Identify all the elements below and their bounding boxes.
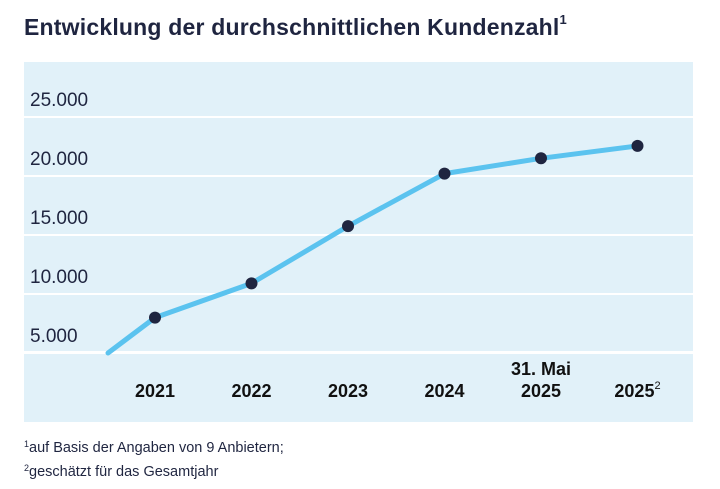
footnote-1-text: auf Basis der Angaben von 9 Anbietern; (29, 440, 284, 456)
x-tick-label: 2022 (231, 381, 271, 401)
data-point (149, 311, 161, 324)
footnotes: 1auf Basis der Angaben von 9 Anbietern; … (24, 434, 284, 482)
title-footnote-marker: 1 (559, 12, 567, 28)
y-tick-label: 10.000 (30, 267, 88, 288)
y-tick-label: 15.000 (30, 208, 88, 229)
page-title: Entwicklung der durchschnittlichen Kunde… (24, 12, 567, 41)
data-point (342, 220, 354, 233)
footnote-1: 1auf Basis der Angaben von 9 Anbietern; (24, 434, 284, 458)
data-point (245, 277, 258, 290)
data-point (631, 139, 644, 152)
x-tick-prefix-label: 31. Mai (511, 359, 571, 379)
y-tick-label: 5.000 (30, 326, 78, 347)
title-text: Entwicklung der durchschnittlichen Kunde… (24, 14, 560, 40)
x-tick-label: 2023 (328, 381, 368, 401)
footnote-2-marker: 2 (24, 463, 30, 473)
footnote-2-text: geschätzt für das Gesamtjahr (29, 464, 219, 480)
data-point (535, 152, 547, 165)
x-tick-label: 2025 (521, 381, 561, 401)
footnote-1-marker: 1 (24, 439, 30, 449)
y-tick-label: 25.000 (30, 90, 88, 111)
plot-background (24, 62, 693, 422)
footnote-2: 2geschätzt für das Gesamtjahr (24, 458, 284, 482)
data-point (438, 167, 451, 180)
x-tick-label: 2024 (424, 381, 464, 401)
x-tick-label: 20252 (614, 380, 660, 401)
x-tick-label: 2021 (135, 381, 175, 401)
y-tick-label: 20.000 (30, 149, 88, 170)
